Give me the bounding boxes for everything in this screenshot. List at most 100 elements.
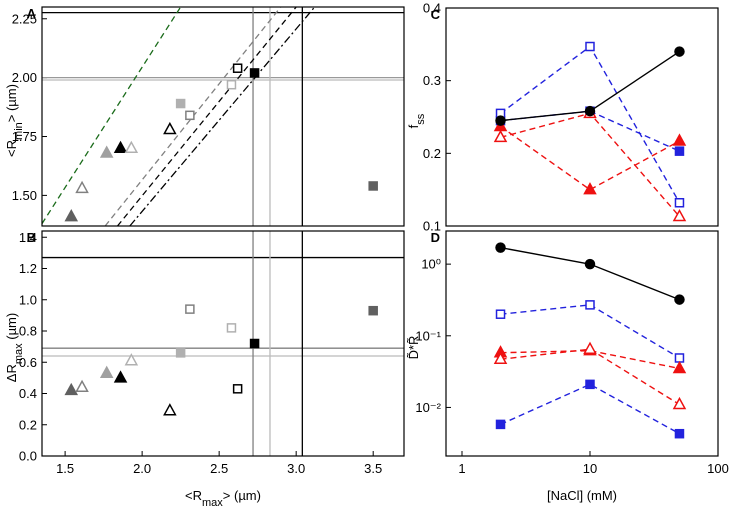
marker-square — [175, 98, 186, 109]
x-tick-label: 3.5 — [364, 461, 382, 476]
y-axis-title-subscript: min — [13, 122, 25, 140]
series-line — [500, 349, 680, 370]
marker-triangle — [163, 121, 177, 135]
x-tick-label: 2.5 — [210, 461, 228, 476]
marker-square — [368, 305, 378, 316]
x-tick-label: 10 — [583, 461, 597, 476]
marker-square — [368, 181, 378, 191]
marker-triangle — [124, 140, 139, 154]
marker-square — [185, 110, 195, 121]
y-axis-title-part: (µm) — [4, 313, 19, 344]
marker-square — [249, 68, 260, 78]
reference-slope — [129, 6, 316, 227]
marker-triangle — [75, 379, 89, 392]
series-line — [500, 383, 680, 435]
marker-square — [674, 197, 685, 208]
y-tick-label: 10⁻¹ — [415, 328, 441, 343]
y-tick-label: 10⁻² — [415, 400, 441, 415]
x-tick-label: 1.5 — [56, 461, 74, 476]
panel-label: A — [27, 6, 37, 21]
y-axis-title-part: > (µm) — [4, 84, 19, 122]
marker-square — [674, 353, 685, 363]
y-tick-label: 10⁰ — [421, 257, 441, 272]
marker-triangle — [672, 133, 687, 146]
reference-slope — [41, 6, 182, 224]
y-tick-label: 0.6 — [19, 355, 37, 370]
panel-label: B — [27, 230, 36, 245]
marker-square — [674, 146, 685, 156]
marker-triangle — [113, 140, 128, 154]
series-line — [500, 112, 680, 218]
y-tick-label: 2.00 — [12, 70, 37, 85]
marker-triangle — [113, 370, 128, 383]
y-axis-title: <Rmin> (µm) — [4, 84, 25, 157]
y-axis-title-subscript: max — [13, 343, 25, 364]
x-tick-label: 2.0 — [133, 461, 151, 476]
marker-triangle — [124, 353, 139, 366]
series-line — [500, 246, 680, 301]
marker-triangle — [493, 129, 508, 143]
x-axis-title: <Rmax> (µm) — [185, 488, 261, 509]
y-tick-label: 0.2 — [423, 146, 441, 161]
y-axis-title: fss — [406, 113, 427, 128]
y-tick-label: 1.75 — [12, 129, 37, 144]
marker-triangle — [99, 365, 114, 378]
marker-circle — [674, 294, 685, 305]
y-axis-title: D̃*R̃ — [406, 336, 421, 360]
x-tick-label: 1 — [458, 461, 465, 476]
y-axis-title-part: D̃*R̃ — [406, 336, 421, 360]
y-tick-label: 0.0 — [19, 449, 37, 464]
marker-square — [232, 63, 243, 73]
marker-circle — [584, 105, 596, 117]
y-axis-title-subscript: ss — [415, 113, 427, 125]
marker-triangle — [672, 396, 687, 410]
marker-triangle — [64, 209, 79, 222]
y-axis-title-part: f — [406, 124, 421, 128]
plot-frame — [445, 230, 719, 457]
panel-label: C — [431, 7, 441, 22]
x-axis-title-part: <R — [185, 488, 202, 503]
y-axis-title-part: <R — [4, 140, 19, 157]
plot-frame — [445, 7, 719, 227]
marker-square — [249, 338, 260, 349]
y-axis-title: ΔRmax (µm) — [4, 313, 25, 382]
marker-triangle — [163, 403, 177, 416]
y-tick-label: 0.2 — [19, 417, 37, 432]
y-tick-label: 2.25 — [12, 11, 37, 26]
marker-square — [495, 419, 506, 430]
marker-triangle — [75, 180, 89, 194]
series-line — [500, 125, 680, 191]
reference-slope — [116, 6, 297, 227]
marker-triangle — [672, 360, 687, 374]
marker-square — [674, 428, 685, 439]
series-line — [500, 110, 680, 152]
x-axis-title-subscript: max — [202, 497, 223, 509]
marker-square — [226, 79, 237, 90]
marker-square — [175, 348, 186, 358]
y-tick-label: 1.2 — [19, 261, 37, 276]
marker-triangle — [672, 208, 687, 222]
marker-square — [232, 384, 243, 394]
marker-triangle — [583, 182, 597, 195]
x-axis-title-part: > (µm) — [223, 488, 261, 503]
marker-circle — [495, 242, 506, 253]
y-tick-label: 1.50 — [12, 188, 37, 203]
y-tick-label: 1.0 — [19, 292, 37, 307]
marker-triangle — [493, 351, 508, 365]
y-tick-label: 0.4 — [423, 1, 441, 16]
marker-square — [585, 300, 595, 310]
plot-frame — [41, 230, 405, 457]
y-tick-label: 0.8 — [19, 324, 37, 339]
y-axis-title-part: ΔR — [4, 364, 19, 382]
marker-circle — [584, 258, 596, 270]
x-tick-label: 100 — [707, 461, 729, 476]
y-tick-label: 0.3 — [423, 73, 441, 88]
marker-triangle — [99, 145, 114, 158]
marker-circle — [674, 46, 685, 57]
marker-square — [585, 379, 595, 390]
marker-square — [185, 304, 195, 314]
marker-square — [226, 323, 237, 333]
plot-frame — [41, 6, 405, 227]
x-axis-title-part: [NaCl] (mM) — [547, 488, 617, 503]
